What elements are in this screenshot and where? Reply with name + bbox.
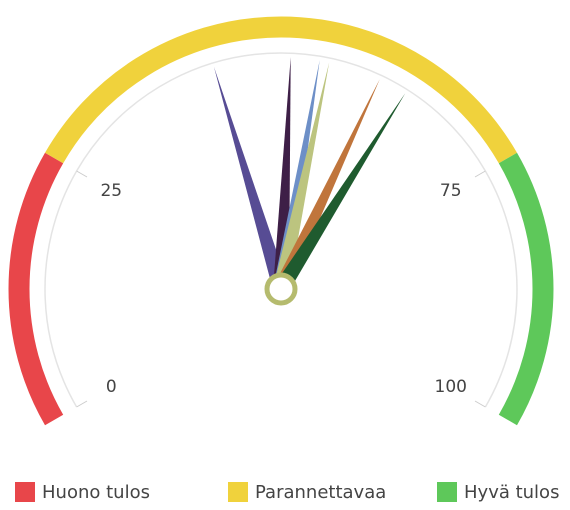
tick	[474, 400, 486, 408]
band	[498, 152, 554, 426]
band	[45, 16, 517, 164]
needle	[274, 93, 406, 294]
needle	[273, 79, 380, 293]
tick	[76, 400, 88, 408]
tick-label: 100	[435, 377, 467, 397]
legend-swatch	[437, 482, 457, 502]
legend-label: Hyvä tulos	[464, 482, 559, 503]
legend-label: Huono tulos	[42, 482, 150, 503]
legend-swatch	[15, 482, 35, 502]
tick-label: 25	[100, 181, 122, 201]
hub	[264, 272, 298, 306]
legend-label: Parannettavaa	[255, 482, 386, 503]
tick	[76, 170, 88, 178]
band	[8, 152, 64, 426]
tick	[474, 170, 486, 178]
scale-arc	[44, 52, 518, 408]
legend-swatch	[228, 482, 248, 502]
needle	[213, 66, 289, 292]
needle	[273, 60, 320, 291]
needle	[273, 62, 330, 291]
tick-label: 0	[106, 377, 117, 397]
tick-label: 75	[440, 181, 462, 201]
